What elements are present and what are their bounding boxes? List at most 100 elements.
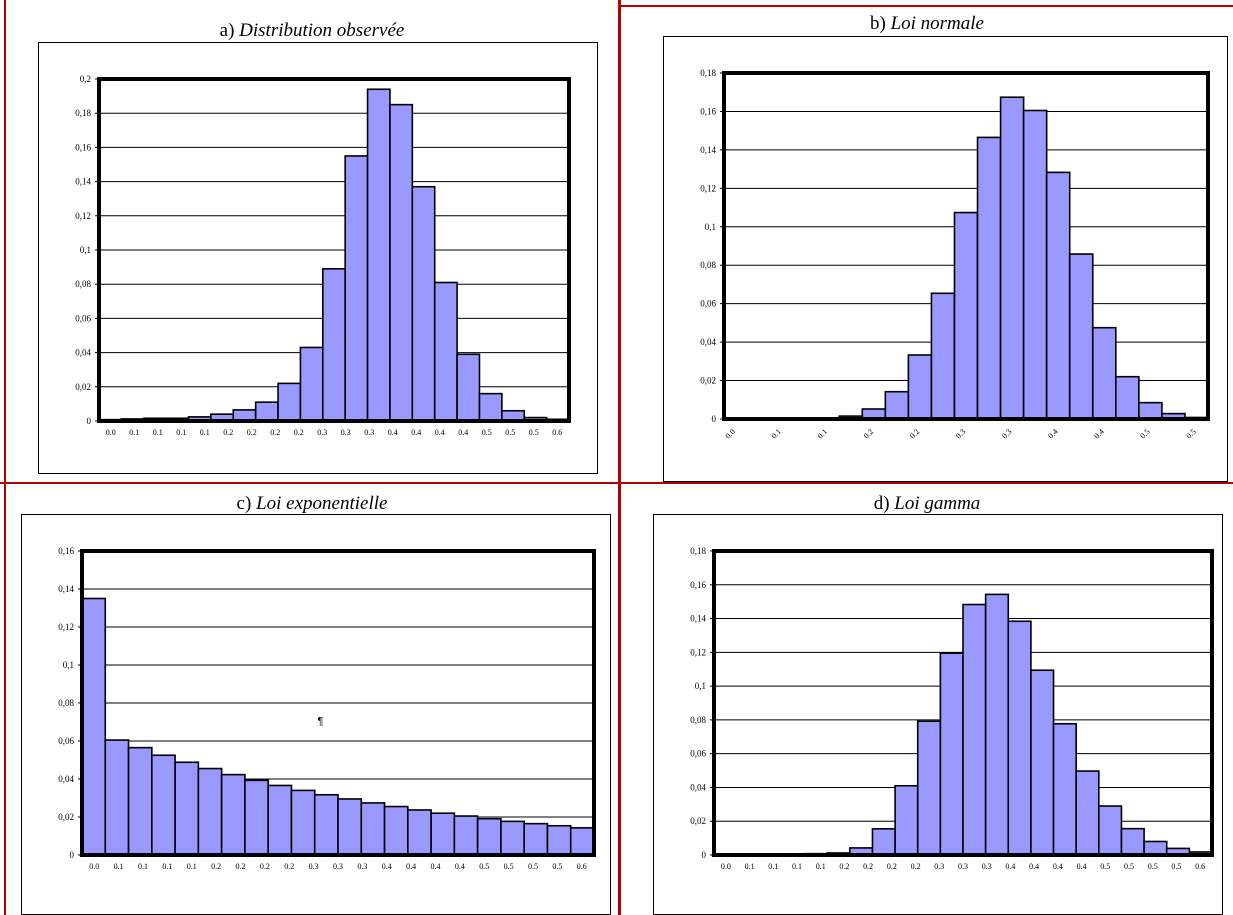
bar (222, 775, 245, 855)
panel-b-chart-frame: 0 0,02 0,04 0,06 0,08 0,1 0,12 0,14 0,16 0,18 0.0 0… (663, 36, 1228, 482)
bar (129, 748, 152, 855)
bar (501, 821, 524, 855)
y-tick-label: 0,14 (700, 145, 716, 155)
x-tick-label: 0.5 (529, 428, 539, 437)
panel-d-chart-frame: 0 0,02 0,04 0,06 0,08 0,1 0,12 0,14 0,16 0,18 0.0 0… (653, 514, 1223, 915)
x-tick-label: 0.5 (482, 428, 492, 437)
panel-c: c) Loi exponentielle 0 0,02 0,04 0,06 0,08 0,… (6, 484, 618, 915)
x-tick-label: 0.1 (153, 428, 163, 437)
bar (198, 769, 221, 855)
y-tick-label: 0,16 (75, 142, 91, 152)
x-tick-label: 0.5 (1138, 427, 1151, 440)
bar (1001, 97, 1024, 419)
x-tick-label: 0.1 (138, 862, 148, 871)
panel-c-title: c) Loi exponentielle (6, 493, 618, 515)
panel-c-subtitle: Loi exponentielle (256, 493, 387, 514)
y-tick-label: 0,02 (700, 376, 716, 386)
annotation: ¶ (318, 715, 324, 727)
bar (345, 156, 367, 421)
bar (268, 785, 291, 855)
x-tick-label: 0.6 (577, 862, 587, 871)
panel-c-chart: 00,020,040,060,080,10,120,140,160.0 0.1 0.… (22, 515, 610, 914)
bar (571, 828, 594, 855)
y-tick-label: 0,08 (58, 698, 74, 708)
bar (931, 293, 954, 419)
x-tick-label: 0.4 (455, 862, 465, 871)
x-tick-label: 0.2 (211, 862, 221, 871)
x-tick-label: 0.0 (724, 427, 737, 440)
bar (454, 816, 477, 855)
bar (431, 813, 454, 855)
y-tick-label: 0,12 (58, 622, 74, 632)
bar (963, 605, 986, 855)
y-tick-label: 0 (70, 850, 75, 860)
x-tick-label: 0.4 (1046, 427, 1059, 440)
panel-b-title: b) Loi normale (621, 13, 1233, 35)
panel-d: d) Loi gamma 0 0,02 0,04 0,06 0,08 0,1 0,12 0,1… (621, 484, 1233, 915)
x-tick-label: 0.1 (176, 428, 186, 437)
y-tick-label: 0,12 (690, 647, 706, 657)
x-tick-label: 0.2 (284, 862, 294, 871)
panel-b-label: b) (870, 13, 886, 34)
y-tick-label: 0,12 (700, 183, 716, 193)
x-tick-label: 0.0 (106, 428, 116, 437)
bar (1116, 377, 1139, 419)
y-tick-label: 0,02 (58, 812, 74, 822)
x-tick-label: 0.4 (1077, 862, 1087, 871)
y-tick-label: 0,02 (690, 816, 706, 826)
bar (105, 740, 128, 855)
bar (1093, 328, 1116, 419)
bar (1047, 172, 1070, 419)
y-tick-label: 0,14 (58, 584, 74, 594)
x-tick-label: 0.3 (333, 862, 343, 871)
bar (885, 392, 908, 419)
panel-c-chart-frame: 0 0,02 0,04 0,06 0,08 0,1 0,12 0,14 0,16 0.0 0.1 0.… (21, 514, 611, 915)
bar (385, 807, 408, 855)
x-tick-label: 0.5 (552, 862, 562, 871)
panel-a-chart-frame: 0 0,02 0,04 0,06 0,08 0,1 0,12 0,14 0,16 0,18 0,2 0… (38, 42, 598, 474)
x-tick-label: 0.5 (1148, 862, 1158, 871)
y-tick-label: 0,14 (75, 177, 91, 187)
x-tick-label: 0.4 (1053, 862, 1063, 871)
bar (479, 394, 501, 421)
y-tick-label: 0,14 (690, 614, 706, 624)
x-tick-label: 0.3 (357, 862, 367, 871)
x-tick-label: 0.3 (1000, 427, 1013, 440)
bar (908, 355, 931, 419)
x-tick-label: 0.4 (382, 862, 392, 871)
x-tick-label: 0.2 (908, 427, 921, 440)
x-tick-label: 0.3 (309, 862, 319, 871)
x-tick-label: 0.3 (364, 428, 374, 437)
panel-a: a) Distribution observée 0 0,02 0,04 0,06 0,… (6, 0, 618, 482)
x-tick-label: 0.2 (863, 862, 873, 871)
x-tick-label: 0.1 (129, 428, 139, 437)
bar (457, 354, 479, 421)
bar (895, 786, 918, 855)
y-tick-label: 0,16 (700, 106, 716, 116)
panel-d-title: d) Loi gamma (621, 493, 1233, 515)
bar (368, 89, 390, 421)
bar (978, 137, 1001, 419)
bar (278, 383, 300, 421)
x-tick-label: 0.2 (887, 862, 897, 871)
x-tick-label: 0.6 (552, 428, 562, 437)
y-tick-label: 0,12 (75, 211, 91, 221)
x-tick-label: 0.2 (839, 862, 849, 871)
x-tick-label: 0.3 (317, 428, 327, 437)
x-tick-label: 0.2 (235, 862, 245, 871)
x-tick-label: 0.4 (1092, 427, 1105, 440)
x-tick-label: 0.4 (411, 428, 421, 437)
y-tick-label: 0,06 (690, 749, 706, 759)
panel-a-chart: 00,020,040,060,080,10,120,140,160,180,20… (39, 43, 597, 473)
x-tick-label: 0.4 (388, 428, 398, 437)
x-tick-label: 0.1 (200, 428, 210, 437)
x-tick-label: 0.4 (435, 428, 445, 437)
x-tick-label: 0.3 (934, 862, 944, 871)
x-tick-label: 0.1 (816, 427, 829, 440)
x-tick-label: 0.2 (247, 428, 257, 437)
panel-a-label: a) (220, 20, 235, 41)
y-tick-label: 0,04 (700, 337, 716, 347)
bar (1144, 841, 1167, 855)
bar (547, 826, 570, 855)
y-tick-label: 0,04 (690, 782, 706, 792)
